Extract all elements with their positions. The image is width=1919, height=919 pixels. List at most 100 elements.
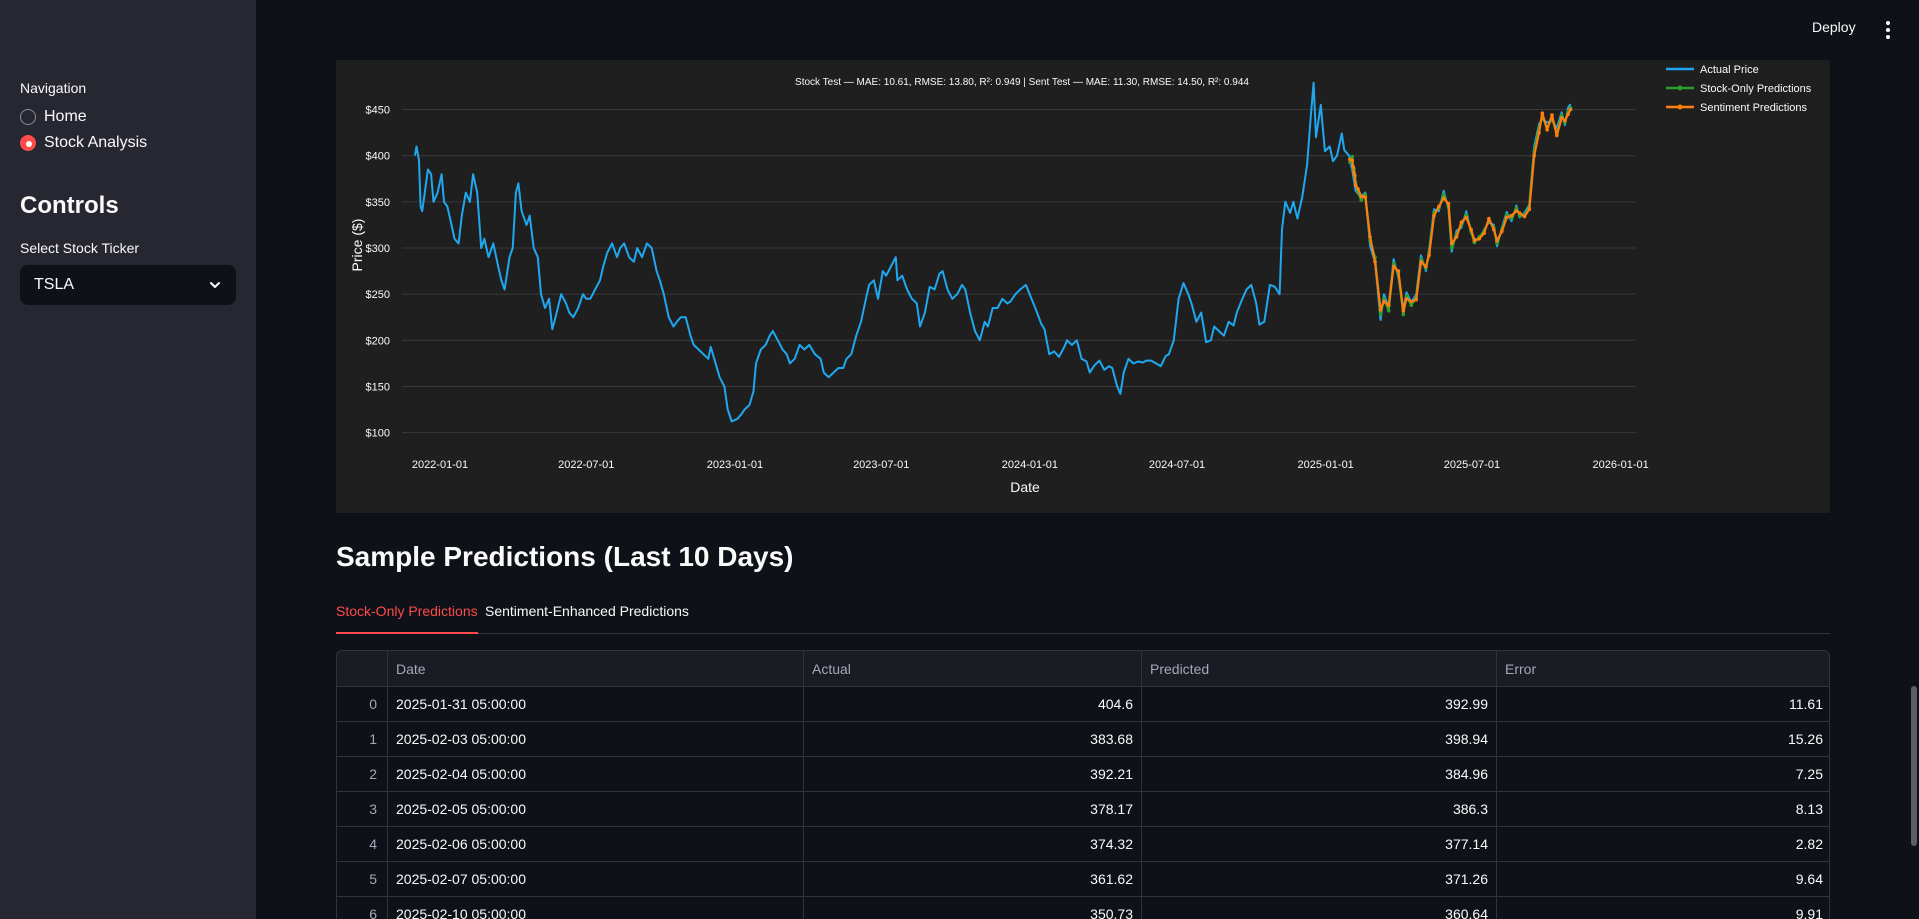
series-point: [1351, 165, 1355, 169]
series-point: [1382, 297, 1386, 301]
table-cell-date: 2025-02-10 05:00:00: [388, 897, 804, 919]
series-point: [1409, 299, 1414, 304]
series-point: [1559, 113, 1564, 117]
select-ticker-label: Select Stock Ticker: [20, 240, 140, 256]
y-tick-label: $300: [366, 243, 390, 255]
series-point: [1495, 238, 1499, 243]
ticker-select[interactable]: TSLA: [20, 265, 236, 305]
price-chart: $100 $150 $200 $250 $300 $350 $400 $450 2022-01…: [336, 60, 1830, 513]
table-cell-index: 2: [337, 757, 388, 792]
series-point: [1432, 213, 1436, 218]
table-cell-index: 1: [337, 722, 388, 757]
series-point: [1391, 261, 1396, 266]
table-cell-date: 2025-02-06 05:00:00: [388, 827, 804, 862]
series-point: [1477, 237, 1481, 241]
table-row[interactable]: 4 2025-02-06 05:00:00 374.32 377.14 2.82: [337, 827, 1829, 862]
series-point: [1492, 227, 1496, 232]
column-header-date[interactable]: Date: [388, 651, 804, 687]
series-point: [1359, 198, 1363, 202]
table-cell-index: 5: [337, 862, 388, 897]
legend-label[interactable]: Actual Price: [1700, 64, 1759, 76]
x-tick-label: 2023-07-01: [853, 459, 909, 471]
series-point: [1495, 241, 1499, 246]
table-cell-error: 2.82: [1795, 836, 1823, 852]
series-point: [1532, 153, 1536, 158]
series-point: [1348, 160, 1352, 164]
y-tick-label: $100: [366, 428, 390, 440]
table-cell-index: 3: [337, 792, 388, 827]
table-cell-actual: 374.32: [804, 827, 1142, 862]
series-point: [1356, 187, 1360, 191]
series-point: [1359, 194, 1363, 199]
series-point: [1527, 207, 1532, 211]
nav-radio-home[interactable]: Home: [20, 108, 87, 126]
table-cell-error: 8.13: [1795, 801, 1823, 817]
table-row[interactable]: 0 2025-01-31 05:00:00 404.6 392.99 11.61: [337, 687, 1829, 722]
table-row[interactable]: 6 2025-02-10 05:00:00 350.73 360.64 9.91: [337, 897, 1829, 919]
series-point: [1449, 241, 1454, 246]
series-point: [1441, 196, 1446, 200]
deploy-button[interactable]: Deploy: [1812, 19, 1856, 35]
series-point: [1537, 130, 1541, 135]
series-point: [1464, 213, 1469, 217]
page-scrollbar[interactable]: [1911, 686, 1917, 846]
series-point: [1514, 209, 1519, 213]
table-cell-actual: 378.17: [804, 792, 1142, 827]
table-row[interactable]: 5 2025-02-07 05:00:00 361.62 371.26 9.64: [337, 862, 1829, 897]
radio-checked-icon: [20, 135, 36, 151]
x-tick-label: 2025-01-01: [1298, 459, 1354, 471]
series-point: [1352, 170, 1356, 175]
legend-marker: [1677, 85, 1683, 91]
series-point: [1446, 201, 1451, 206]
legend-label[interactable]: Stock-Only Predictions: [1700, 83, 1812, 95]
table-row[interactable]: 3 2025-02-05 05:00:00 378.17 386.3 8.13: [337, 792, 1829, 827]
legend-label[interactable]: Sentiment Predictions: [1700, 102, 1807, 114]
chart-y-ticks: $100 $150 $200 $250 $300 $350 $400 $450: [366, 105, 390, 440]
y-tick-label: $400: [366, 151, 390, 163]
x-tick-label: 2026-01-01: [1593, 459, 1649, 471]
series-point: [1514, 206, 1519, 211]
table-row[interactable]: 1 2025-02-03 05:00:00 383.68 398.94 15.26: [337, 722, 1829, 757]
series-point: [1472, 238, 1477, 243]
series-point: [1563, 118, 1567, 123]
table-cell-predicted: 360.64: [1142, 897, 1497, 919]
table-cell-index: 6: [337, 897, 388, 919]
column-header-error[interactable]: Error: [1505, 661, 1537, 677]
table-cell-date: 2025-02-04 05:00:00: [388, 757, 804, 792]
series-point: [1363, 192, 1368, 197]
series-line-actual: [413, 81, 1572, 423]
series-point: [1482, 231, 1486, 235]
series-point: [1391, 264, 1396, 269]
series-point: [1419, 257, 1423, 261]
nav-radio-label: Home: [44, 108, 87, 125]
series-line-sentiment: [1349, 108, 1572, 312]
more-menu-icon[interactable]: [1880, 18, 1896, 42]
table-row[interactable]: 2 2025-02-04 05:00:00 392.21 384.96 7.25: [337, 757, 1829, 792]
y-tick-label: $200: [366, 335, 390, 347]
nav-radio-stock-analysis[interactable]: Stock Analysis: [20, 134, 147, 152]
table-cell-error: 9.91: [1795, 906, 1823, 919]
tab-sentiment-enhanced[interactable]: Sentiment-Enhanced Predictions: [485, 603, 689, 619]
series-point: [1401, 309, 1406, 313]
table-cell-date: 2025-01-31 05:00:00: [388, 687, 804, 722]
series-point: [1568, 107, 1573, 112]
series-point: [1350, 154, 1355, 159]
tab-stock-only[interactable]: Stock-Only Predictions: [336, 603, 478, 634]
table-cell-actual: 383.68: [804, 722, 1142, 757]
series-point: [1368, 235, 1372, 239]
predictions-table: Date Actual Predicted Error 0 2025-01-31 …: [336, 650, 1830, 919]
series-point: [1414, 297, 1418, 302]
series-point: [1449, 246, 1454, 250]
series-point: [1566, 112, 1570, 116]
x-tick-label: 2025-07-01: [1444, 459, 1500, 471]
table-cell-actual: 361.62: [804, 862, 1142, 897]
table-cell-predicted: 377.14: [1142, 827, 1497, 862]
series-point: [1404, 294, 1409, 298]
series-point: [1382, 299, 1386, 304]
table-cell-error: 7.25: [1795, 766, 1823, 782]
column-header-predicted[interactable]: Predicted: [1142, 651, 1497, 687]
column-header-actual[interactable]: Actual: [804, 651, 1142, 687]
series-point: [1509, 216, 1514, 221]
index-column-header: [337, 651, 388, 687]
